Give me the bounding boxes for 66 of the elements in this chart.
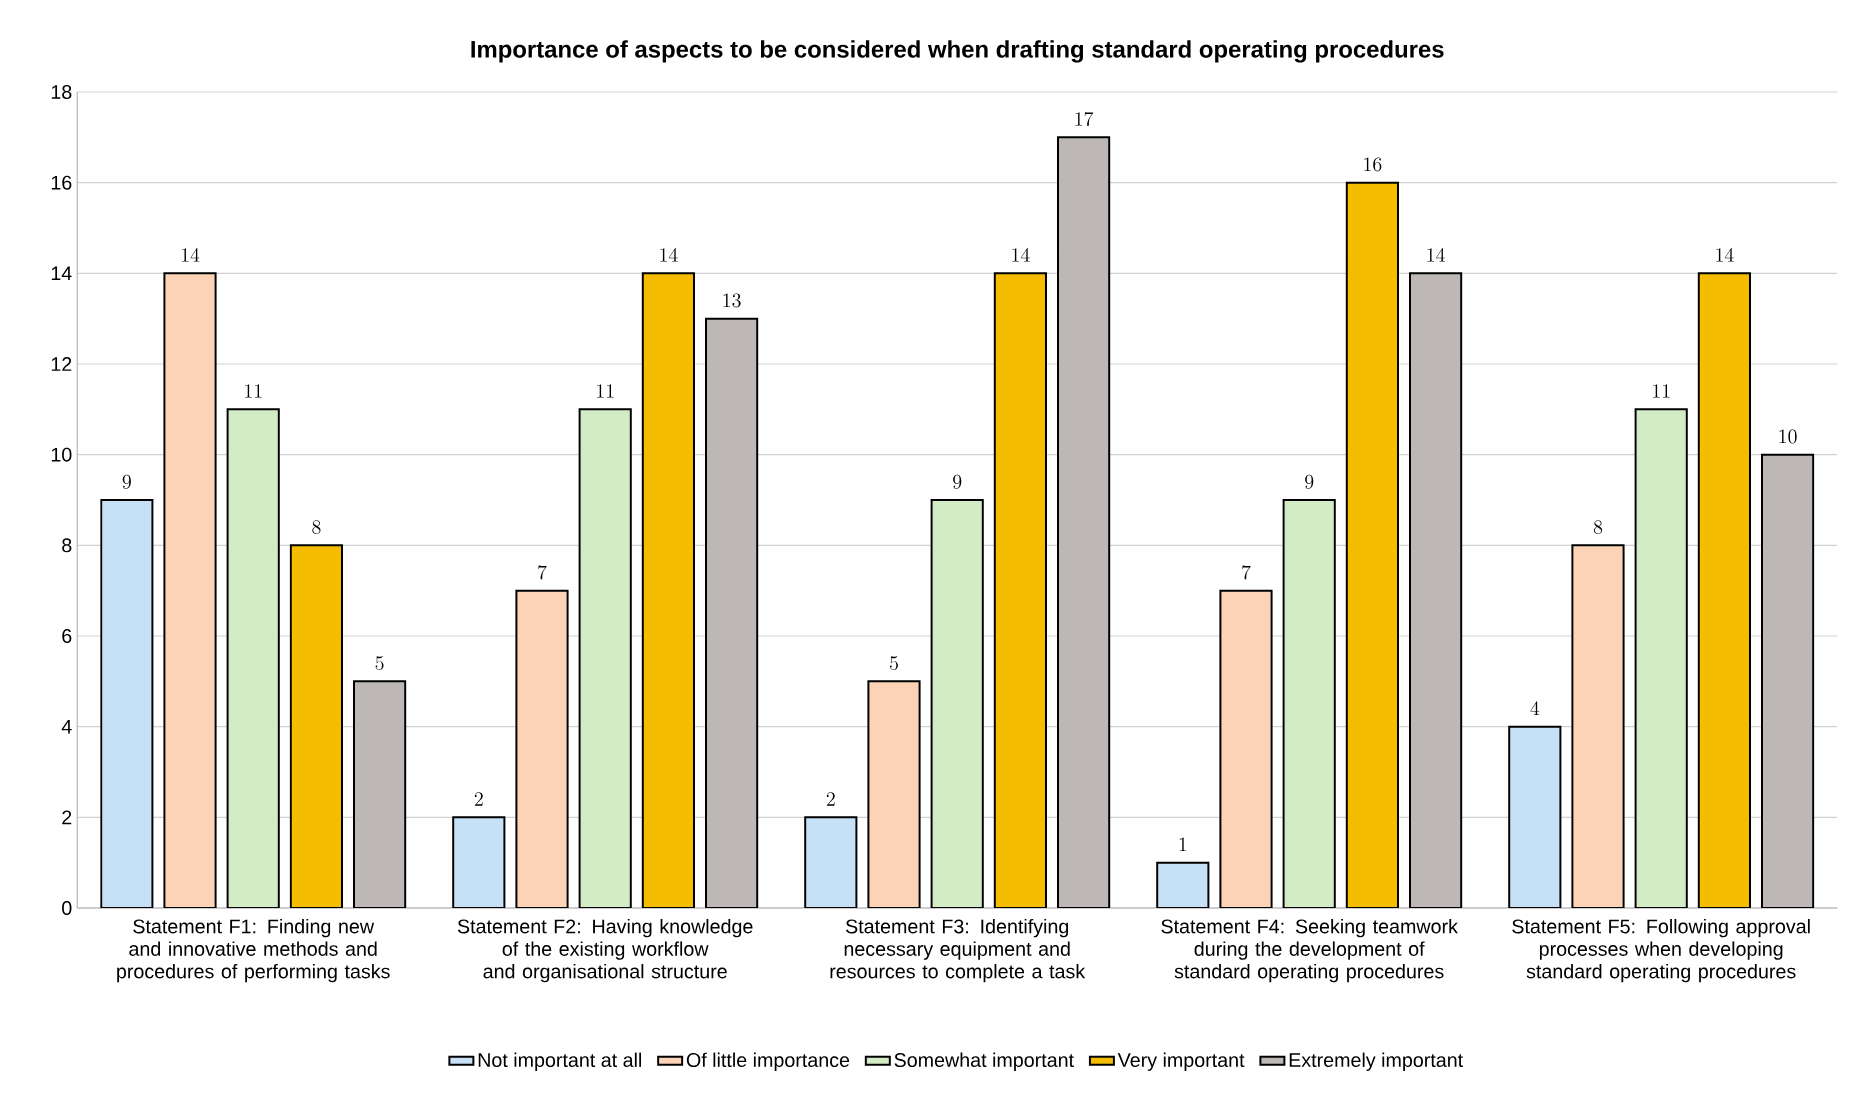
data-label: 14 bbox=[1012, 247, 1030, 262]
bar bbox=[578, 408, 632, 908]
y-tick-label: 8 bbox=[62, 538, 72, 553]
bar bbox=[1697, 272, 1751, 908]
bar bbox=[1282, 499, 1336, 908]
y-tick-label: 16 bbox=[51, 175, 72, 190]
data-label: 14 bbox=[660, 247, 678, 262]
y-tick-label: 2 bbox=[62, 810, 72, 825]
data-label: 14 bbox=[181, 247, 200, 262]
y-tick-label: 6 bbox=[62, 629, 72, 643]
bar bbox=[226, 408, 280, 908]
bar bbox=[515, 589, 569, 908]
data-label: 2 bbox=[826, 792, 835, 806]
bar bbox=[452, 816, 506, 908]
data-label: 2 bbox=[474, 792, 483, 806]
bar bbox=[930, 499, 984, 908]
bar bbox=[993, 272, 1047, 908]
legend-label: Of little importance bbox=[686, 1052, 850, 1071]
legend-label: Very important bbox=[1117, 1052, 1245, 1071]
data-label: 7 bbox=[538, 565, 547, 580]
legend-label: Not important at all bbox=[478, 1052, 642, 1071]
data-label: 10 bbox=[1779, 429, 1797, 444]
data-label: 14 bbox=[1427, 247, 1445, 262]
data-label: 8 bbox=[312, 520, 321, 535]
bar bbox=[1634, 408, 1688, 908]
data-label: 11 bbox=[245, 384, 262, 398]
data-label: 16 bbox=[1364, 157, 1382, 172]
legend-label: Somewhat important bbox=[894, 1052, 1074, 1071]
bar bbox=[163, 272, 217, 908]
bar bbox=[1345, 181, 1399, 908]
x-tick-label: Statement F3: Identifying necessary equipment and resources to complete a task bbox=[830, 918, 1086, 983]
bar bbox=[867, 680, 921, 908]
bar bbox=[1219, 589, 1273, 908]
bar bbox=[100, 499, 154, 908]
bar bbox=[1508, 725, 1562, 908]
bar bbox=[1156, 861, 1210, 908]
data-label: 9 bbox=[953, 474, 962, 489]
x-tick-label: Statement F4: Seeking teamwork during the development of standard operating procedures bbox=[1161, 918, 1458, 983]
data-label: 14 bbox=[1716, 247, 1734, 262]
data-label: 5 bbox=[375, 656, 384, 671]
legend-label: Extremely important bbox=[1289, 1052, 1464, 1071]
data-label: 1 bbox=[1179, 837, 1187, 851]
data-label: 11 bbox=[1653, 384, 1670, 398]
data-label: 13 bbox=[723, 293, 741, 308]
bar bbox=[804, 816, 858, 908]
data-label: 9 bbox=[1305, 474, 1314, 489]
y-tick-label: 18 bbox=[51, 85, 72, 99]
data-label: 4 bbox=[1530, 701, 1540, 715]
y-tick-label: 0 bbox=[62, 901, 72, 915]
data-label: 9 bbox=[122, 474, 131, 489]
chart-title: Importance of aspects to be considered when drafting standard operating procedures bbox=[471, 40, 1444, 63]
y-tick-label: 10 bbox=[51, 447, 72, 462]
y-tick-label: 12 bbox=[51, 357, 72, 371]
bar bbox=[641, 272, 695, 908]
data-label: 11 bbox=[597, 384, 614, 398]
x-tick-label: Statement F5: Following approval processes when developing standard operating procedures bbox=[1512, 918, 1810, 983]
data-label: 17 bbox=[1075, 111, 1094, 127]
y-tick-label: 4 bbox=[61, 719, 72, 734]
x-tick-label: Statement F2: Having knowledge of the existing workflow and organisational structure bbox=[457, 918, 753, 983]
y-tick-label: 14 bbox=[51, 266, 72, 281]
data-label: 7 bbox=[1242, 565, 1251, 580]
x-tick-label: Statement F1: Finding new and innovative methods and procedures of performing tasks bbox=[117, 918, 390, 983]
bar bbox=[289, 544, 343, 908]
data-label: 5 bbox=[890, 656, 898, 671]
data-label: 8 bbox=[1593, 520, 1603, 535]
bar bbox=[1571, 544, 1625, 908]
